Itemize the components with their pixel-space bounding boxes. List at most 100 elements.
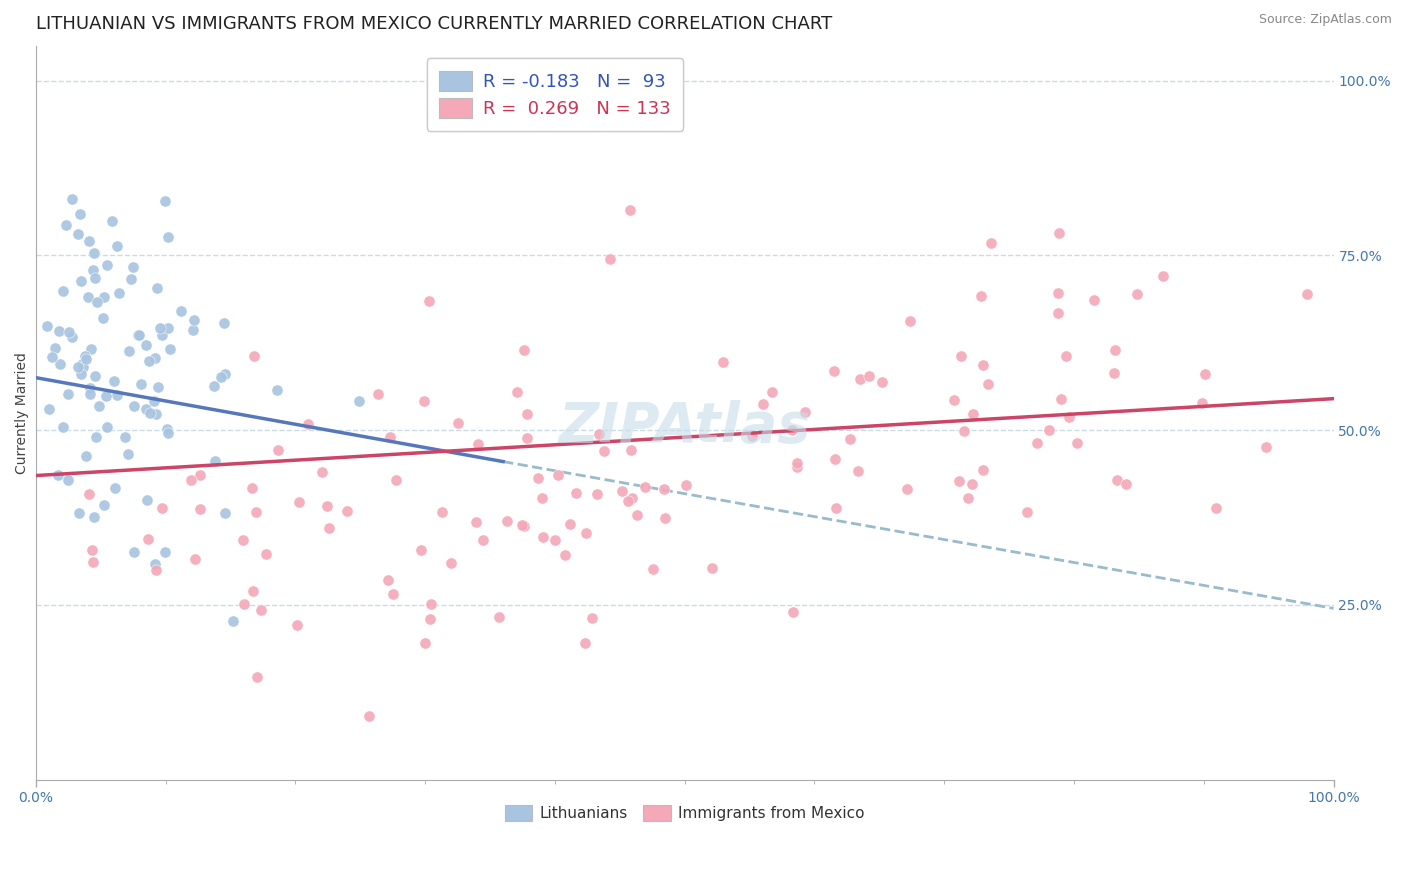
Point: [72, 359, 94, 374]
Point: [741, 429, 763, 443]
Point: [75, 349, 97, 363]
Point: [135, 338, 157, 352]
Point: [145, 563, 167, 577]
Point: [159, 342, 181, 356]
Point: [377, 573, 399, 587]
Point: [60, 192, 83, 206]
Point: [980, 236, 1002, 251]
Point: [357, 709, 380, 723]
Point: [1102, 366, 1125, 380]
Point: [93, 498, 115, 512]
Point: [495, 514, 517, 528]
Point: [100, 213, 122, 227]
Point: [35, 318, 58, 333]
Point: [107, 286, 129, 301]
Point: [38, 401, 60, 416]
Point: [250, 603, 273, 617]
Point: [181, 323, 204, 337]
Point: [214, 368, 236, 382]
Point: [139, 406, 162, 420]
Point: [544, 533, 567, 548]
Point: [846, 464, 869, 478]
Point: [82, 543, 104, 558]
Point: [66, 360, 89, 375]
Point: [152, 327, 174, 342]
Point: [419, 611, 441, 625]
Text: ZIPAtlas: ZIPAtlas: [558, 401, 811, 454]
Point: [471, 533, 494, 547]
Point: [138, 353, 160, 368]
Point: [135, 401, 157, 416]
Point: [103, 374, 125, 388]
Point: [1046, 285, 1069, 300]
Point: [619, 202, 641, 217]
Point: [418, 294, 440, 309]
Point: [527, 471, 550, 485]
Point: [145, 408, 167, 422]
Point: [82, 555, 104, 569]
Point: [84, 430, 107, 444]
Point: [413, 636, 436, 650]
Point: [506, 384, 529, 399]
Point: [412, 394, 434, 409]
Point: [824, 452, 846, 467]
Point: [948, 474, 970, 488]
Point: [575, 526, 598, 541]
Point: [190, 467, 212, 482]
Point: [516, 431, 538, 445]
Point: [1083, 293, 1105, 307]
Point: [156, 321, 179, 335]
Point: [288, 494, 311, 508]
Point: [554, 548, 576, 562]
Point: [419, 597, 441, 611]
Point: [336, 503, 359, 517]
Point: [761, 385, 783, 400]
Point: [794, 405, 817, 419]
Point: [79, 235, 101, 249]
Point: [782, 605, 804, 619]
Point: [75, 352, 97, 367]
Point: [120, 272, 142, 286]
Point: [48, 325, 70, 339]
Point: [254, 547, 277, 561]
Point: [149, 320, 172, 334]
Point: [1050, 392, 1073, 406]
Point: [367, 386, 389, 401]
Point: [977, 377, 1000, 392]
Point: [242, 481, 264, 495]
Point: [588, 427, 610, 442]
Point: [620, 442, 643, 457]
Point: [242, 584, 264, 599]
Point: [1105, 473, 1128, 487]
Point: [153, 545, 176, 559]
Point: [127, 328, 149, 343]
Point: [129, 376, 152, 391]
Point: [94, 389, 117, 403]
Point: [858, 368, 880, 383]
Point: [652, 482, 675, 496]
Point: [243, 349, 266, 363]
Point: [654, 510, 676, 524]
Point: [67, 506, 90, 520]
Text: Source: ZipAtlas.com: Source: ZipAtlas.com: [1258, 13, 1392, 27]
Point: [439, 556, 461, 570]
Point: [1038, 423, 1060, 437]
Point: [848, 372, 870, 386]
Point: [382, 587, 405, 601]
Point: [82, 262, 104, 277]
Point: [153, 194, 176, 208]
Point: [75, 450, 97, 464]
Point: [96, 258, 118, 272]
Point: [233, 597, 256, 611]
Point: [1054, 349, 1077, 363]
Point: [972, 463, 994, 477]
Point: [204, 454, 226, 468]
Point: [574, 636, 596, 650]
Point: [266, 383, 288, 397]
Point: [610, 484, 633, 499]
Point: [962, 407, 984, 421]
Point: [1205, 501, 1227, 516]
Point: [41, 350, 63, 364]
Point: [221, 614, 243, 628]
Point: [643, 562, 665, 576]
